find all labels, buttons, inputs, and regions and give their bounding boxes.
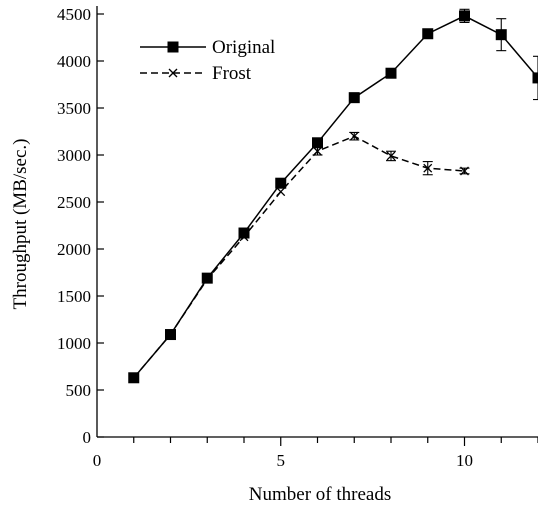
series-layer xyxy=(128,8,538,384)
series-line xyxy=(133,15,538,379)
legend-marker xyxy=(168,68,178,78)
y-axis-label: Throughput (MB/sec.) xyxy=(10,139,31,310)
data-point-x xyxy=(129,373,139,383)
data-point-x xyxy=(349,131,359,141)
data-point-square xyxy=(495,29,507,41)
y-tick-label: 1000 xyxy=(57,334,91,353)
legend-item-frost: Frost xyxy=(140,63,252,84)
data-point-square xyxy=(275,177,287,189)
x-tick-label: 0 xyxy=(93,451,102,470)
data-point-square xyxy=(422,28,434,40)
y-tick-label: 3000 xyxy=(57,146,91,165)
data-point-x xyxy=(460,166,469,176)
data-point-square xyxy=(459,10,470,22)
legend-label: Frost xyxy=(212,63,252,84)
series-original xyxy=(128,8,538,384)
series-line xyxy=(133,135,465,379)
data-point-square xyxy=(532,72,538,84)
y-tick-label: 2000 xyxy=(57,240,91,259)
data-point-x xyxy=(276,187,286,197)
data-point-square xyxy=(312,137,323,149)
data-point-x xyxy=(423,163,433,173)
legend-label: Original xyxy=(212,37,275,58)
legend: Original Frost xyxy=(140,37,275,84)
data-point-square xyxy=(348,92,360,104)
y-tick-label: 0 xyxy=(83,428,92,447)
x-tick-label: 10 xyxy=(456,451,473,470)
data-point-x xyxy=(202,274,212,284)
data-point-x xyxy=(313,146,322,156)
y-tick-label: 500 xyxy=(66,381,92,400)
y-tick-label: 4500 xyxy=(57,5,91,24)
y-tick-label: 1500 xyxy=(57,287,91,306)
y-tick-label: 2500 xyxy=(57,193,91,212)
legend-marker xyxy=(167,41,179,53)
data-point-square xyxy=(385,67,397,79)
axes: 0 500 1000 1500 2000 2500 3000 3500 4000 4500 0 5 10 xyxy=(57,5,538,470)
data-point-x xyxy=(166,330,175,339)
data-point-square xyxy=(238,227,250,239)
x-axis-label: Number of threads xyxy=(249,484,391,505)
data-point-x xyxy=(239,232,249,242)
x-tick-label: 5 xyxy=(277,451,286,470)
data-point-x xyxy=(386,151,396,161)
legend-item-original: Original xyxy=(140,37,275,58)
y-tick-label: 4000 xyxy=(57,52,91,71)
series-frost xyxy=(129,131,470,383)
y-tick-label: 3500 xyxy=(57,99,91,118)
